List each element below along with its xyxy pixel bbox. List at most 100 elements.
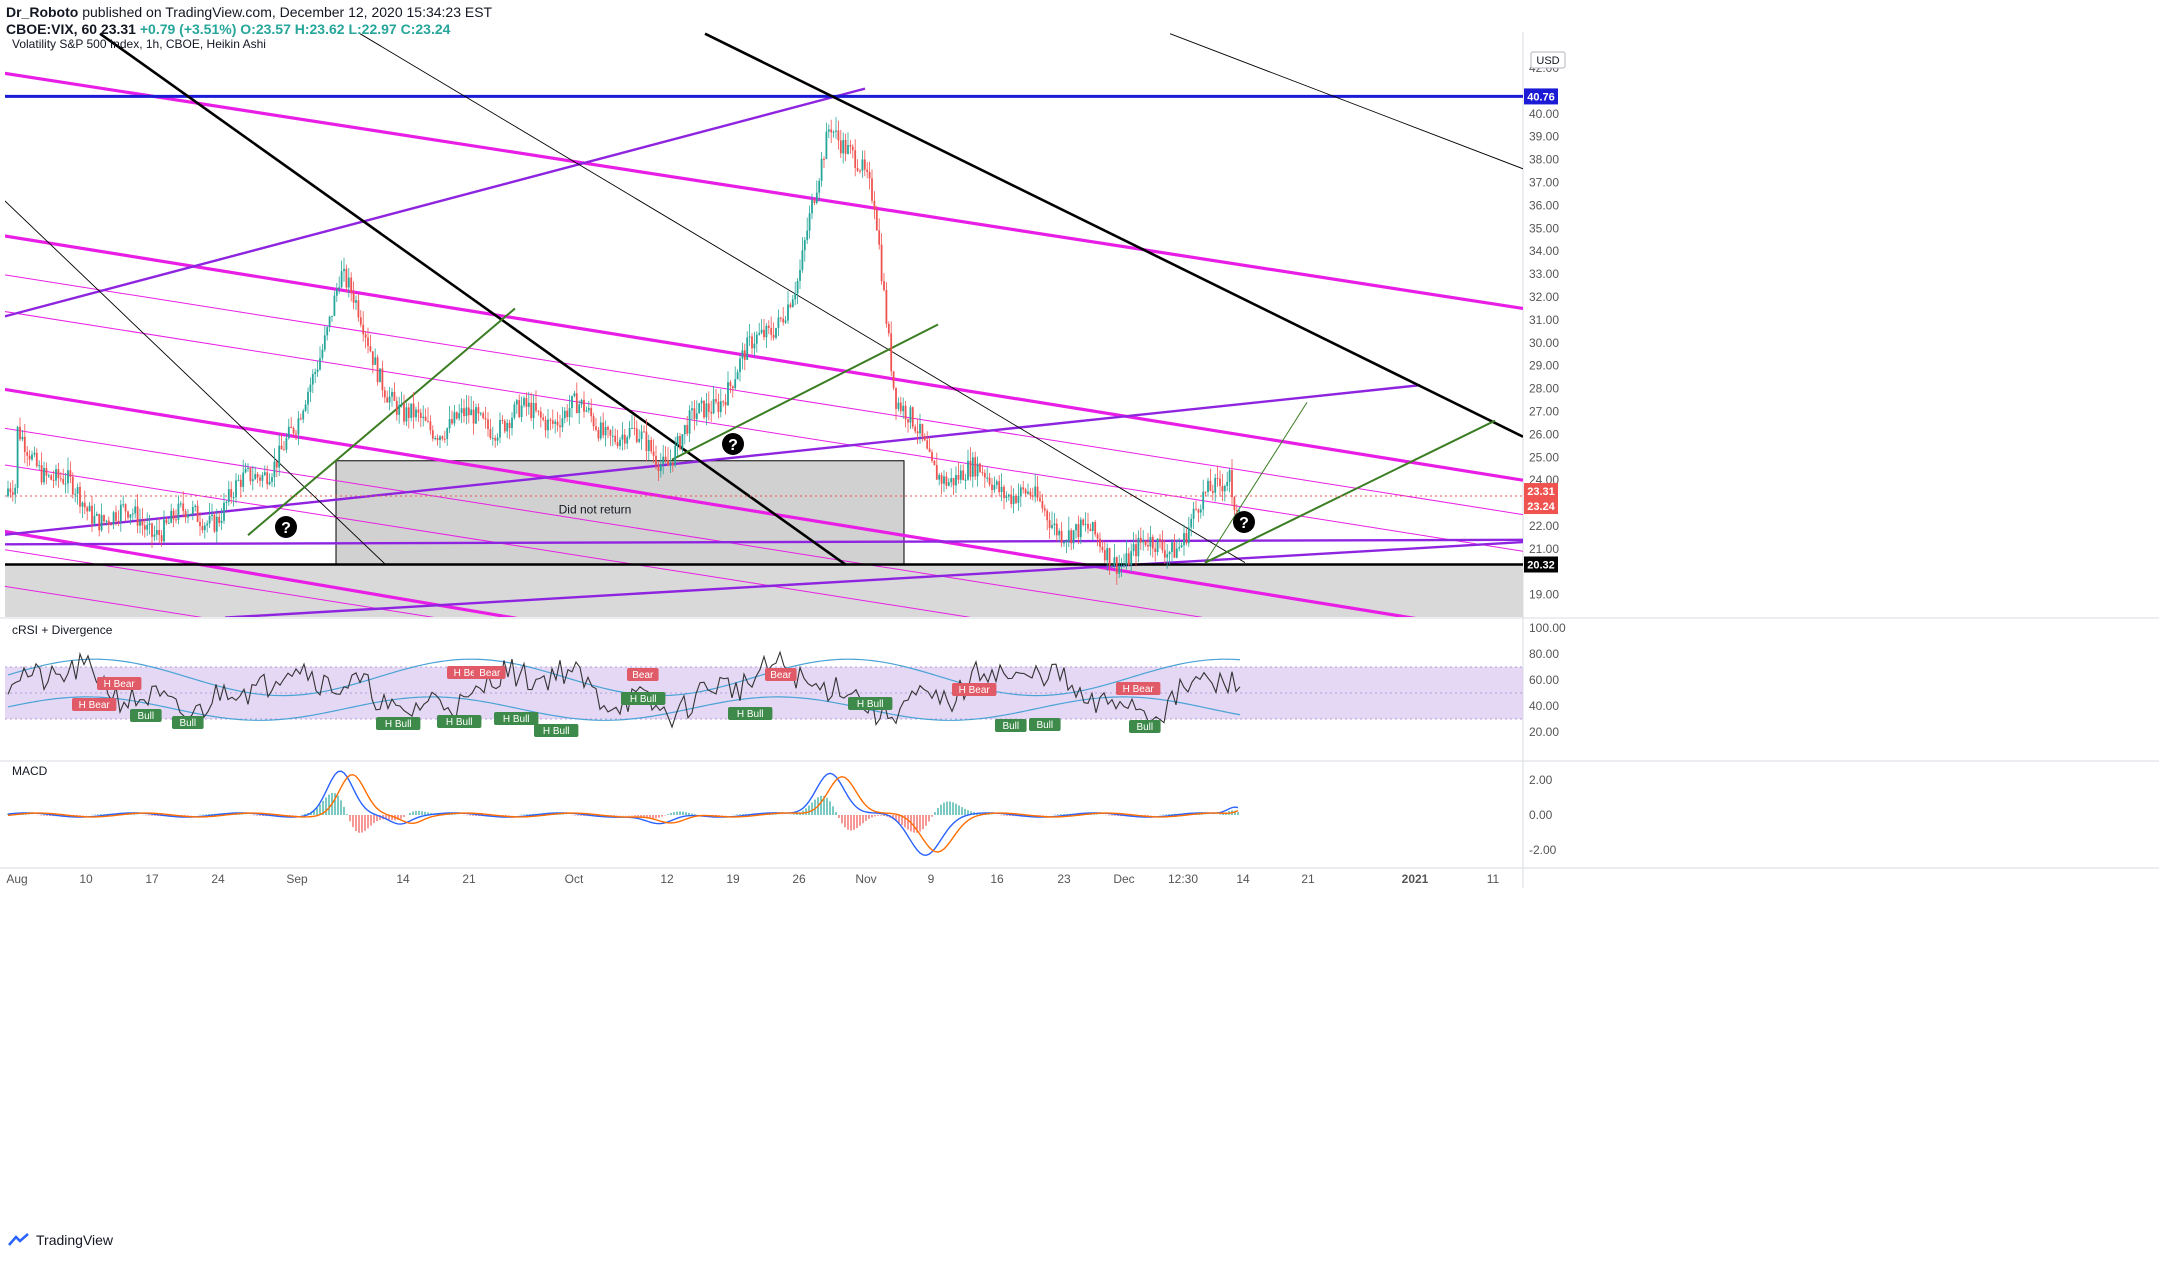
candle-body — [1041, 501, 1044, 509]
candle-body — [467, 407, 470, 416]
question-marker-icon — [275, 516, 297, 538]
price-axis-tick: 26.00 — [1529, 427, 1559, 441]
candle-body — [856, 167, 859, 171]
candle-body — [45, 468, 48, 476]
divergence-label: Bear — [479, 668, 501, 679]
candle-body — [139, 521, 141, 526]
candle-body — [239, 479, 242, 487]
time-axis-tick: 26 — [792, 872, 806, 886]
candle-body — [1235, 510, 1238, 512]
candle-body — [892, 371, 895, 388]
candle-body — [967, 460, 969, 480]
candle-body — [976, 463, 979, 477]
price-tag-floor: 20.32 — [1527, 560, 1555, 572]
candle-body — [731, 386, 734, 389]
candle-body — [451, 419, 453, 424]
candle-body — [328, 316, 331, 328]
currency-label: USD — [1536, 55, 1559, 67]
candle-body — [235, 480, 237, 498]
candle-body — [1053, 523, 1056, 526]
candle-body — [1137, 537, 1140, 557]
candle-body — [155, 530, 158, 535]
candle-body — [1159, 538, 1161, 542]
crsi-axis-tick: 100.00 — [1529, 621, 1566, 635]
candle-body — [1012, 495, 1015, 505]
last-price: 23.31 — [100, 21, 136, 37]
divergence-label: H Bear — [104, 679, 136, 690]
candle-body — [271, 477, 273, 482]
candle-body — [1226, 481, 1229, 487]
candle-body — [537, 410, 540, 412]
candle-body — [283, 449, 285, 451]
candle-body — [81, 502, 84, 507]
candle-body — [559, 425, 561, 428]
candle-body — [47, 475, 50, 477]
candle-body — [815, 192, 818, 204]
time-axis-tick: 10 — [79, 872, 93, 886]
candle-body — [746, 337, 749, 360]
candle-body — [331, 315, 333, 317]
candle-body — [309, 384, 312, 392]
candle-body — [340, 271, 343, 288]
candle-body — [362, 324, 365, 335]
candle-body — [412, 403, 415, 418]
author-name[interactable]: Dr_Roboto — [6, 4, 79, 20]
candle-body — [1034, 486, 1037, 497]
candle-body — [31, 454, 33, 460]
candle-body — [103, 515, 105, 522]
divergence-label: Bull — [179, 718, 196, 729]
candle-body — [287, 426, 290, 439]
candle-body — [1233, 497, 1236, 511]
candle-body — [458, 413, 461, 419]
open-value: O:23.57 — [240, 21, 291, 37]
candle-body — [273, 461, 276, 478]
candle-body — [242, 472, 245, 487]
candle-body — [825, 131, 828, 160]
candle-body — [1055, 523, 1058, 536]
candle-body — [95, 513, 98, 516]
time-axis-tick: 24 — [211, 872, 225, 886]
candle-body — [549, 419, 552, 421]
candle-body — [811, 200, 813, 214]
candle-body — [455, 412, 458, 419]
magenta-inner-line — [5, 464, 972, 617]
candle-body — [1168, 552, 1171, 555]
time-axis-tick: Dec — [1113, 872, 1134, 886]
candle-body — [52, 479, 55, 481]
candle-body — [1231, 470, 1233, 498]
candle-body — [926, 440, 929, 449]
candle-body — [1166, 554, 1169, 558]
tradingview-brand[interactable]: TradingView — [36, 1232, 114, 1248]
candle-body — [254, 474, 257, 480]
candle-body — [215, 516, 218, 532]
crsi-pane-title: cRSI + Divergence — [12, 623, 113, 637]
candle-body — [631, 427, 633, 429]
footer: TradingView — [8, 1232, 113, 1248]
candle-body — [98, 513, 101, 531]
candle-body — [1192, 508, 1195, 519]
candle-body — [1077, 524, 1080, 538]
candle-body — [640, 431, 643, 439]
candle-body — [182, 503, 185, 511]
candle-body — [256, 474, 259, 478]
price-axis-tick: 22.00 — [1529, 519, 1559, 533]
candle-body — [736, 372, 739, 380]
candle-body — [1223, 486, 1226, 492]
candle-body — [1132, 544, 1135, 552]
candle-body — [902, 405, 905, 412]
candle-body — [501, 419, 504, 421]
candle-body — [1180, 545, 1183, 548]
candle-body — [1199, 509, 1202, 513]
candle-body — [187, 514, 189, 518]
candle-body — [1108, 548, 1111, 567]
candle-body — [1039, 497, 1041, 502]
candle-body — [563, 410, 566, 419]
candle-body — [693, 408, 696, 420]
currency-badge — [1530, 51, 1566, 69]
candle-body — [302, 410, 305, 420]
candle-body — [885, 289, 888, 324]
candle-body — [335, 288, 338, 296]
candle-body — [571, 396, 573, 409]
price-change: +0.79 (+3.51%) — [139, 21, 237, 37]
